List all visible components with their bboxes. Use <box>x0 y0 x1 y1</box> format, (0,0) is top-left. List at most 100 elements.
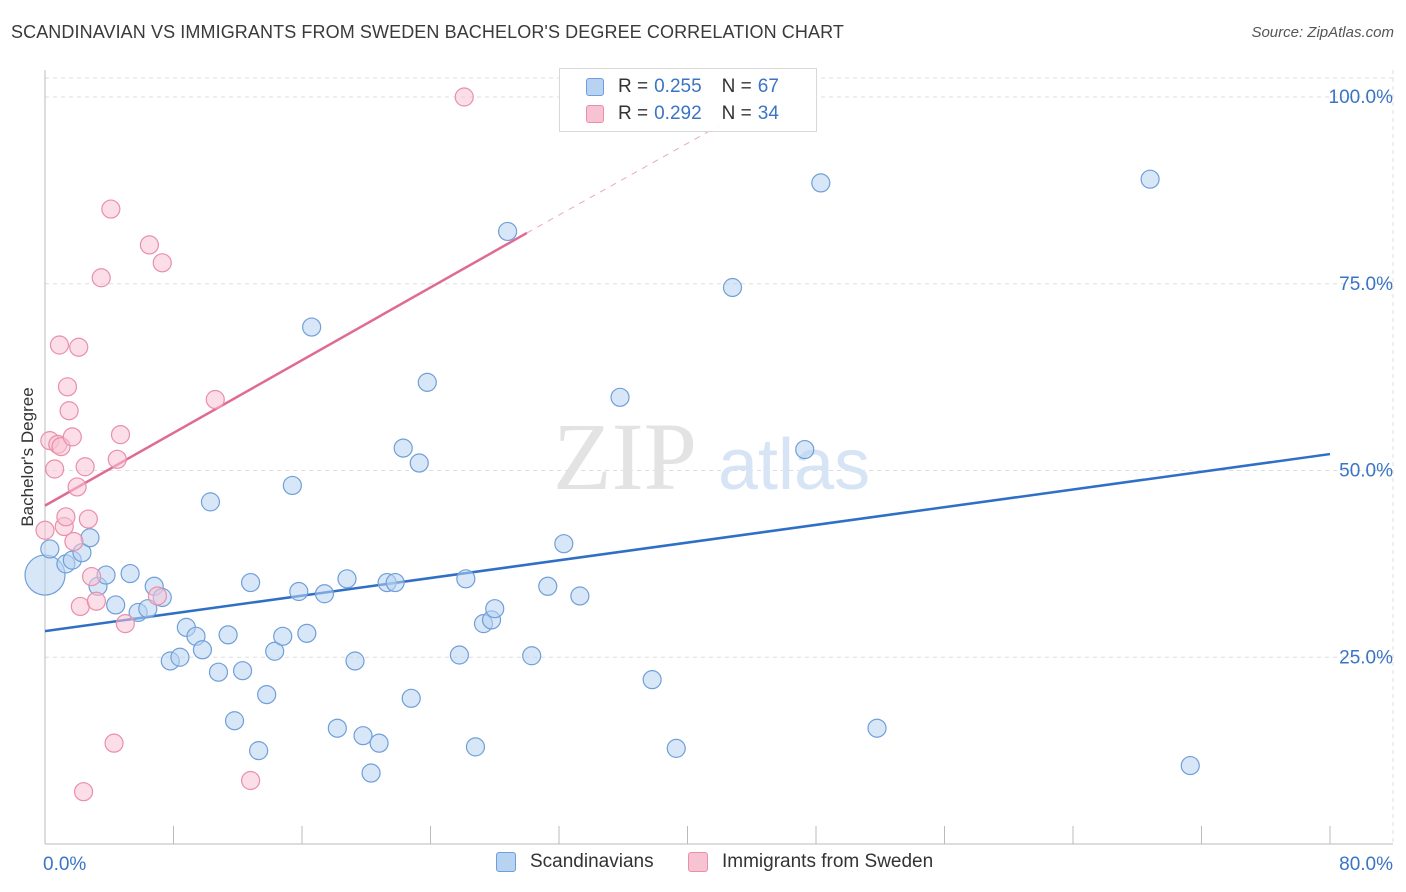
point-scandinavians <box>401 688 421 708</box>
data-points <box>24 87 1200 802</box>
point-immigrants <box>104 733 124 753</box>
point-scandinavians <box>200 492 221 512</box>
point-immigrants <box>75 457 95 477</box>
point-immigrants <box>62 427 82 447</box>
point-immigrants <box>70 596 90 617</box>
point-scandinavians <box>138 599 158 619</box>
point-scandinavians <box>522 646 542 666</box>
point-scandinavians <box>257 684 277 705</box>
point-scandinavians <box>456 569 476 589</box>
y-tick-label: 25.0% <box>1339 647 1393 668</box>
point-scandinavians <box>40 539 60 559</box>
point-scandinavians <box>327 718 347 738</box>
y-tick-label: 100.0% <box>1329 87 1394 108</box>
point-scandinavians <box>811 173 831 193</box>
point-scandinavians <box>120 563 140 584</box>
point-immigrants <box>115 614 135 634</box>
series-legend-scandinavians[interactable]: Scandinavians <box>496 851 654 873</box>
trend-line-extension <box>526 124 720 234</box>
point-scandinavians <box>80 528 100 548</box>
point-scandinavians <box>449 645 470 665</box>
point-scandinavians <box>170 647 190 667</box>
point-immigrants <box>107 449 127 469</box>
point-scandinavians <box>465 737 486 757</box>
axes <box>44 70 1393 845</box>
point-immigrants <box>56 507 76 527</box>
point-scandinavians <box>369 733 389 753</box>
point-scandinavians <box>610 387 630 407</box>
correlation-legend: R = 0.255 N = 67 R = 0.292 N = 34 <box>559 68 817 132</box>
point-scandinavians <box>1180 755 1200 776</box>
point-immigrants <box>35 520 55 540</box>
series-swatch-blue <box>496 852 516 872</box>
legend-r-label: R = <box>618 76 649 97</box>
legend-r-label: R = <box>618 103 649 124</box>
point-scandinavians <box>385 572 405 593</box>
point-scandinavians <box>232 661 253 681</box>
legend-n-value: 67 <box>757 76 779 97</box>
point-scandinavians <box>273 626 293 646</box>
point-scandinavians <box>867 718 887 738</box>
point-scandinavians <box>282 475 302 496</box>
watermark-atlas: atlas <box>718 425 870 505</box>
point-scandinavians <box>208 662 229 682</box>
point-scandinavians <box>345 651 365 671</box>
legend-row-scandinavians: R = 0.255 N = 67 <box>586 74 779 100</box>
point-scandinavians <box>722 277 743 298</box>
point-scandinavians <box>666 738 686 758</box>
x-tick-label: 80.0% <box>1339 854 1393 875</box>
legend-r-value: 0.255 <box>654 76 702 97</box>
point-immigrants <box>67 477 87 497</box>
source-label: Source: ZipAtlas.com <box>1251 24 1394 41</box>
point-immigrants <box>139 235 160 255</box>
point-scandinavians <box>642 670 662 690</box>
point-immigrants <box>86 591 107 611</box>
legend-row-immigrants: R = 0.292 N = 34 <box>586 101 779 127</box>
series-legend-immigrants[interactable]: Immigrants from Sweden <box>688 851 933 873</box>
point-immigrants <box>147 586 168 606</box>
point-scandinavians <box>353 726 373 746</box>
point-immigrants <box>45 459 65 479</box>
point-immigrants <box>101 199 121 219</box>
point-immigrants <box>152 253 172 273</box>
point-scandinavians <box>302 317 322 337</box>
point-scandinavians <box>498 221 518 242</box>
point-immigrants <box>110 425 131 445</box>
legend-r-value: 0.292 <box>654 103 702 124</box>
point-immigrants <box>73 782 94 802</box>
point-immigrants <box>81 566 102 587</box>
point-scandinavians <box>241 572 261 593</box>
point-scandinavians <box>249 741 269 761</box>
point-scandinavians <box>538 576 558 596</box>
point-scandinavians <box>570 586 590 606</box>
point-scandinavians <box>409 453 429 473</box>
legend-swatch-blue <box>586 78 604 96</box>
point-immigrants <box>64 531 84 552</box>
point-immigrants <box>454 87 474 107</box>
point-immigrants <box>59 401 79 421</box>
point-immigrants <box>205 389 225 410</box>
watermark-zip: ZIP <box>553 403 697 510</box>
point-scandinavians <box>314 584 335 604</box>
point-scandinavians <box>192 640 213 660</box>
point-scandinavians <box>795 439 815 460</box>
x-tick-label: 0.0% <box>43 854 86 875</box>
point-scandinavians <box>224 711 245 731</box>
point-immigrants <box>241 770 261 791</box>
point-immigrants <box>57 377 78 397</box>
series-label-scandinavians: Scandinavians <box>530 851 654 872</box>
y-tick-label: 75.0% <box>1339 274 1393 295</box>
legend-n-label: N = <box>721 103 752 124</box>
legend-n-value: 34 <box>757 103 779 124</box>
point-scandinavians <box>417 372 437 392</box>
point-scandinavians <box>554 534 574 554</box>
y-tick-label: 50.0% <box>1339 461 1393 482</box>
point-immigrants <box>78 509 98 529</box>
point-immigrants <box>49 335 70 355</box>
watermark: ZIP atlas <box>553 403 870 510</box>
point-immigrants <box>69 337 89 357</box>
point-scandinavians <box>485 599 505 619</box>
point-scandinavians <box>289 581 309 602</box>
series-swatch-pink <box>688 852 708 872</box>
